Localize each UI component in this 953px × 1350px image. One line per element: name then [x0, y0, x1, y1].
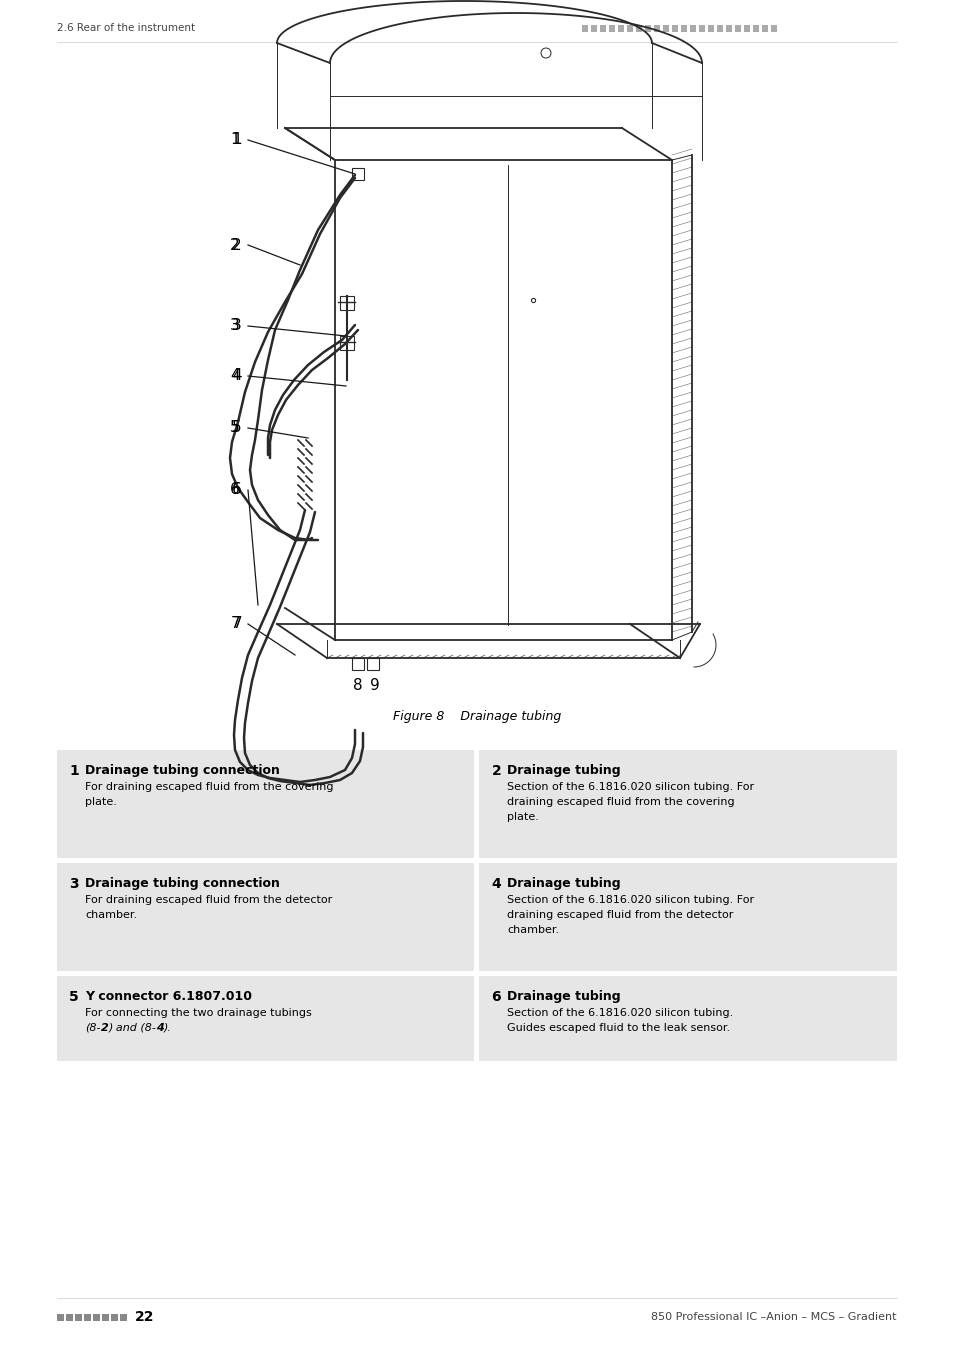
Text: 3: 3: [69, 878, 78, 891]
Text: plate.: plate.: [85, 796, 117, 807]
Text: 1: 1: [69, 764, 79, 778]
Text: 6: 6: [491, 990, 500, 1004]
Text: 4: 4: [230, 369, 240, 383]
Bar: [92, 1314, 100, 1322]
Bar: [626, 26, 633, 31]
Bar: [599, 26, 606, 31]
Bar: [699, 26, 705, 31]
Bar: [102, 1314, 109, 1322]
Bar: [680, 26, 687, 31]
Bar: [57, 976, 474, 1061]
Bar: [717, 26, 722, 31]
Text: 2: 2: [230, 238, 240, 252]
Text: 6: 6: [232, 482, 242, 498]
Bar: [479, 751, 896, 859]
Text: Figure 8    Drainage tubing: Figure 8 Drainage tubing: [393, 710, 560, 724]
Text: For connecting the two drainage tubings: For connecting the two drainage tubings: [85, 1008, 312, 1018]
Text: 1: 1: [233, 132, 242, 147]
Text: Drainage tubing connection: Drainage tubing connection: [85, 878, 279, 890]
Text: 4: 4: [491, 878, 500, 891]
Text: 22: 22: [135, 1310, 154, 1324]
Text: 5: 5: [230, 420, 240, 436]
Bar: [662, 26, 669, 31]
Bar: [636, 26, 641, 31]
Bar: [671, 26, 678, 31]
Bar: [752, 26, 759, 31]
Text: 8: 8: [353, 678, 362, 693]
Text: 3: 3: [230, 319, 240, 333]
Text: 3: 3: [232, 319, 242, 333]
Text: For draining escaped fluid from the detector: For draining escaped fluid from the dete…: [85, 895, 332, 905]
Text: 2.6 Rear of the instrument: 2.6 Rear of the instrument: [57, 23, 195, 32]
Bar: [590, 26, 597, 31]
Text: draining escaped fluid from the detector: draining escaped fluid from the detector: [507, 910, 733, 919]
Bar: [689, 26, 696, 31]
Bar: [644, 26, 651, 31]
Bar: [57, 863, 474, 971]
Bar: [707, 26, 714, 31]
Text: 2: 2: [100, 1023, 108, 1033]
Bar: [608, 26, 615, 31]
Text: (8-: (8-: [85, 1023, 100, 1033]
Text: ).: ).: [164, 1023, 172, 1033]
Text: Guides escaped fluid to the leak sensor.: Guides escaped fluid to the leak sensor.: [507, 1023, 730, 1033]
Text: 6: 6: [230, 482, 240, 498]
Text: 5: 5: [69, 990, 79, 1004]
Bar: [57, 1314, 64, 1322]
Bar: [743, 26, 750, 31]
Bar: [66, 1314, 73, 1322]
Bar: [479, 863, 896, 971]
Bar: [120, 1314, 127, 1322]
Text: Section of the 6.1816.020 silicon tubing. For: Section of the 6.1816.020 silicon tubing…: [507, 782, 754, 792]
Text: ) and (8-: ) and (8-: [108, 1023, 156, 1033]
Bar: [111, 1314, 118, 1322]
Bar: [57, 751, 474, 859]
Text: 4: 4: [233, 369, 242, 383]
Bar: [761, 26, 768, 31]
Bar: [770, 26, 777, 31]
Bar: [339, 296, 354, 310]
Text: plate.: plate.: [507, 811, 538, 822]
Text: Drainage tubing: Drainage tubing: [507, 878, 620, 890]
Text: Section of the 6.1816.020 silicon tubing. For: Section of the 6.1816.020 silicon tubing…: [507, 895, 754, 905]
Text: 9: 9: [370, 678, 379, 693]
Text: 2: 2: [491, 764, 500, 778]
Bar: [367, 657, 378, 670]
Text: 5: 5: [233, 420, 242, 436]
Text: 7: 7: [230, 617, 240, 632]
Text: 2: 2: [233, 238, 242, 252]
Bar: [339, 336, 354, 350]
Text: 4: 4: [156, 1023, 164, 1033]
Bar: [581, 26, 588, 31]
Text: 7: 7: [233, 617, 242, 632]
Text: Drainage tubing: Drainage tubing: [507, 990, 620, 1003]
Text: chamber.: chamber.: [85, 910, 137, 919]
Text: 850 Professional IC –Anion – MCS – Gradient: 850 Professional IC –Anion – MCS – Gradi…: [651, 1312, 896, 1322]
Bar: [352, 167, 364, 180]
Bar: [84, 1314, 91, 1322]
Text: 1: 1: [230, 132, 240, 147]
Bar: [75, 1314, 82, 1322]
Text: Y connector 6.1807.010: Y connector 6.1807.010: [85, 990, 252, 1003]
Bar: [734, 26, 740, 31]
Text: draining escaped fluid from the covering: draining escaped fluid from the covering: [507, 796, 735, 807]
Text: Drainage tubing: Drainage tubing: [507, 764, 620, 778]
Bar: [618, 26, 624, 31]
Text: For draining escaped fluid from the covering: For draining escaped fluid from the cove…: [85, 782, 334, 792]
Bar: [654, 26, 659, 31]
Bar: [725, 26, 732, 31]
Text: Drainage tubing connection: Drainage tubing connection: [85, 764, 279, 778]
Text: Section of the 6.1816.020 silicon tubing.: Section of the 6.1816.020 silicon tubing…: [507, 1008, 733, 1018]
Bar: [479, 976, 896, 1061]
Text: chamber.: chamber.: [507, 925, 559, 936]
Bar: [352, 657, 364, 670]
